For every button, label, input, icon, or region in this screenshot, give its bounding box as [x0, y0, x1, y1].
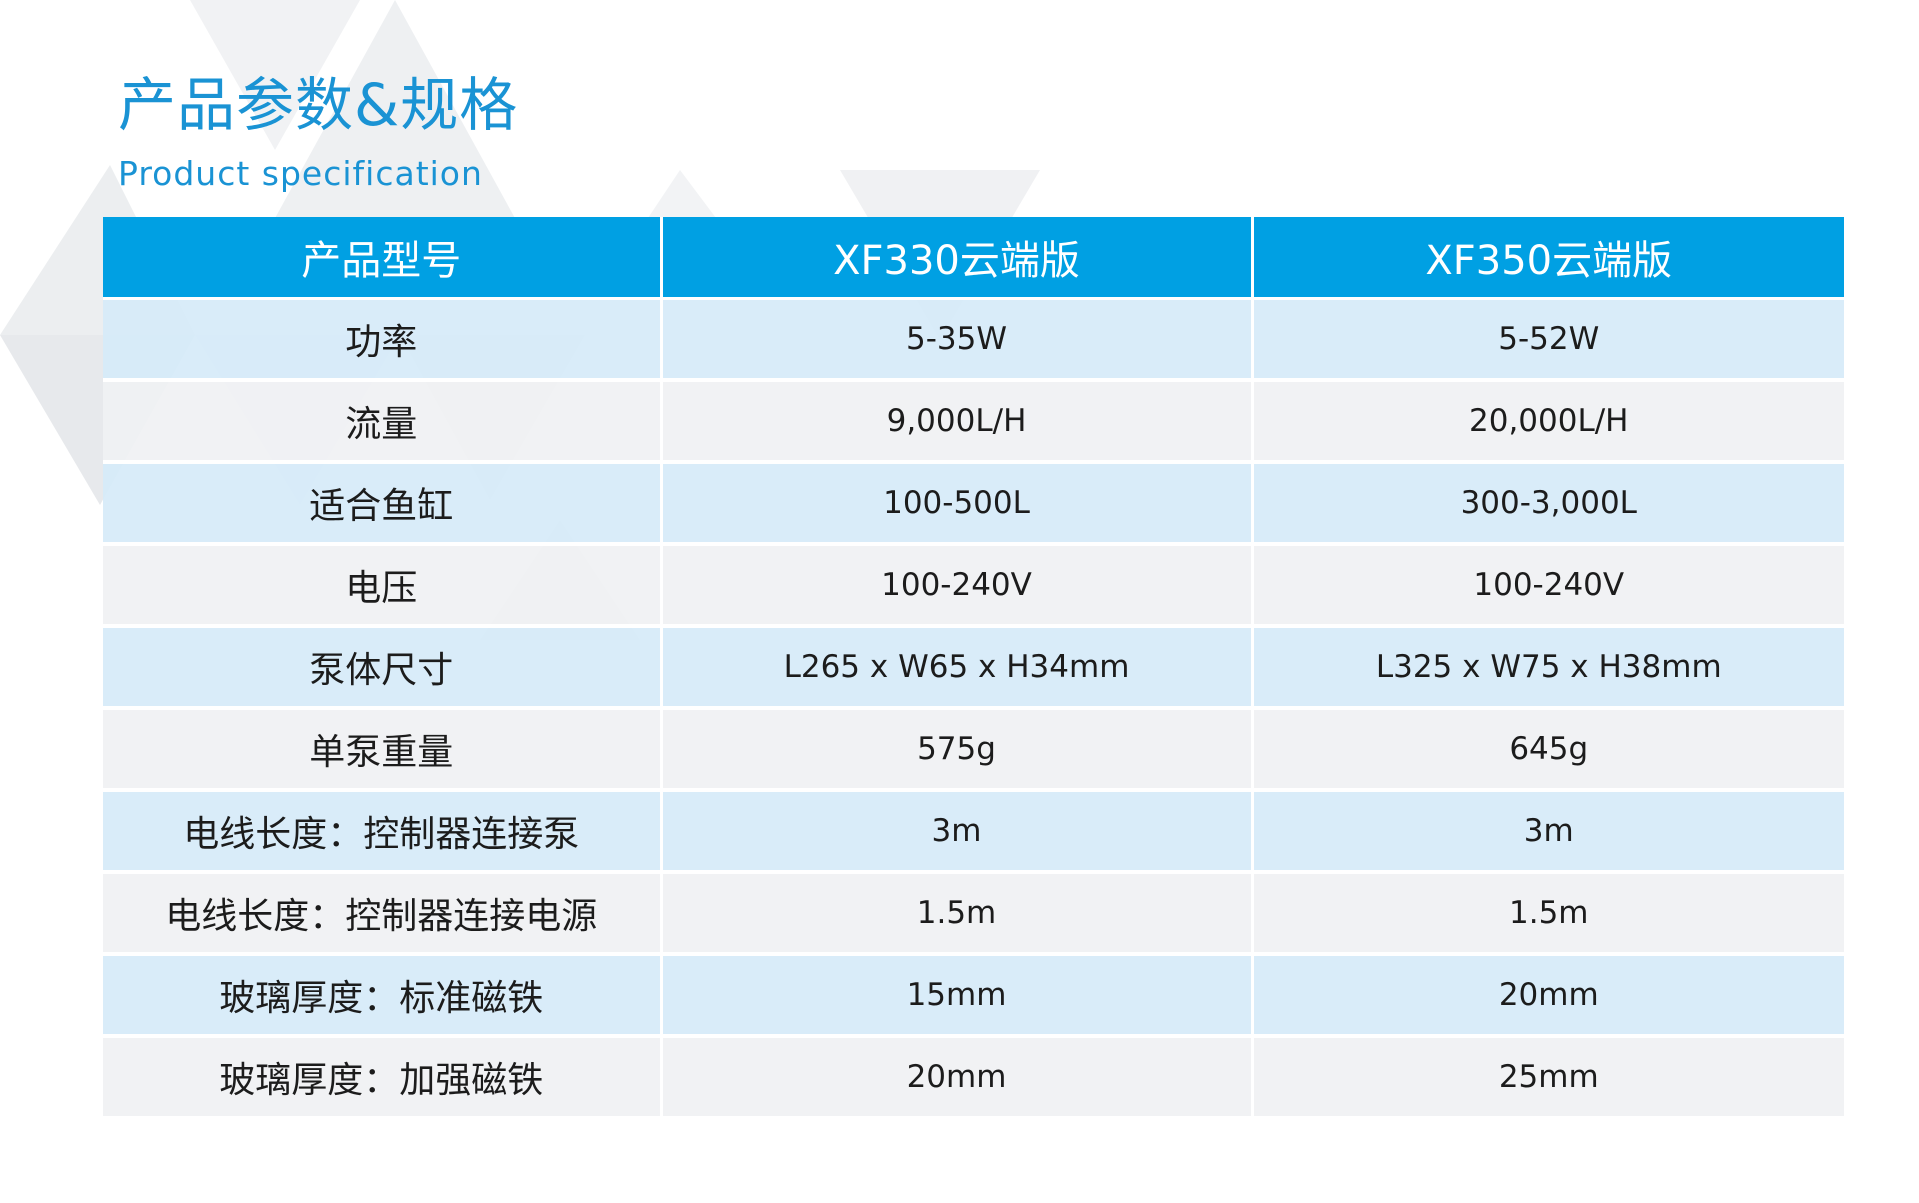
table-row: 电线长度：控制器连接泵 3m 3m — [103, 790, 1844, 874]
header-xf330: XF330云端版 — [661, 217, 1254, 300]
cell-xf330-power: 5-35W — [661, 298, 1254, 382]
row-label-power: 功率 — [103, 298, 663, 382]
cell-xf350-voltage: 100-240V — [1252, 544, 1844, 628]
table-row: 玻璃厚度：标准磁铁 15mm 20mm — [103, 954, 1844, 1038]
table-header-row: 产品型号 XF330云端版 XF350云端版 — [103, 217, 1844, 300]
table-row: 功率 5-35W 5-52W — [103, 298, 1844, 382]
page-heading: 产品参数&规格 Product specification — [118, 66, 518, 196]
cell-xf350-power: 5-52W — [1252, 298, 1844, 382]
row-label-voltage: 电压 — [103, 544, 663, 628]
row-label-glass-standard: 玻璃厚度：标准磁铁 — [103, 954, 663, 1038]
table-row: 单泵重量 575g 645g — [103, 708, 1844, 792]
row-label-tank: 适合鱼缸 — [103, 462, 663, 546]
row-label-weight: 单泵重量 — [103, 708, 663, 792]
header-model-label: 产品型号 — [103, 217, 663, 300]
row-label-cable-power: 电线长度：控制器连接电源 — [103, 872, 663, 956]
cell-xf350-cable-pump: 3m — [1252, 790, 1844, 874]
row-label-glass-strong: 玻璃厚度：加强磁铁 — [103, 1036, 663, 1120]
cell-xf330-tank: 100-500L — [661, 462, 1254, 546]
cell-xf350-glass-strong: 25mm — [1252, 1036, 1844, 1120]
spec-table: 产品型号 XF330云端版 XF350云端版 功率 5-35W 5-52W 流量… — [103, 217, 1844, 1120]
cell-xf350-glass-standard: 20mm — [1252, 954, 1844, 1038]
cell-xf350-flow: 20,000L/H — [1252, 380, 1844, 464]
table-row: 玻璃厚度：加强磁铁 20mm 25mm — [103, 1036, 1844, 1120]
cell-xf350-tank: 300-3,000L — [1252, 462, 1844, 546]
cell-xf330-voltage: 100-240V — [661, 544, 1254, 628]
cell-xf330-pump-size: L265 x W65 x H34mm — [661, 626, 1254, 710]
table-row: 电压 100-240V 100-240V — [103, 544, 1844, 628]
row-label-cable-pump: 电线长度：控制器连接泵 — [103, 790, 663, 874]
cell-xf350-weight: 645g — [1252, 708, 1844, 792]
table-row: 电线长度：控制器连接电源 1.5m 1.5m — [103, 872, 1844, 956]
header-xf350: XF350云端版 — [1252, 217, 1844, 300]
page-title: 产品参数&规格 — [118, 71, 519, 139]
table-row: 泵体尺寸 L265 x W65 x H34mm L325 x W75 x H38… — [103, 626, 1844, 710]
table-row: 流量 9,000L/H 20,000L/H — [103, 380, 1844, 464]
cell-xf350-pump-size: L325 x W75 x H38mm — [1252, 626, 1844, 710]
cell-xf330-glass-strong: 20mm — [661, 1036, 1254, 1120]
decor-triangle — [190, 0, 360, 150]
row-label-flow: 流量 — [103, 380, 663, 464]
cell-xf350-cable-power: 1.5m — [1252, 872, 1844, 956]
cell-xf330-weight: 575g — [661, 708, 1254, 792]
table-row: 适合鱼缸 100-500L 300-3,000L — [103, 462, 1844, 546]
cell-xf330-cable-power: 1.5m — [661, 872, 1254, 956]
cell-xf330-glass-standard: 15mm — [661, 954, 1254, 1038]
cell-xf330-flow: 9,000L/H — [661, 380, 1254, 464]
row-label-pump-size: 泵体尺寸 — [103, 626, 663, 710]
cell-xf330-cable-pump: 3m — [661, 790, 1254, 874]
page-subtitle: Product specification — [118, 154, 483, 193]
